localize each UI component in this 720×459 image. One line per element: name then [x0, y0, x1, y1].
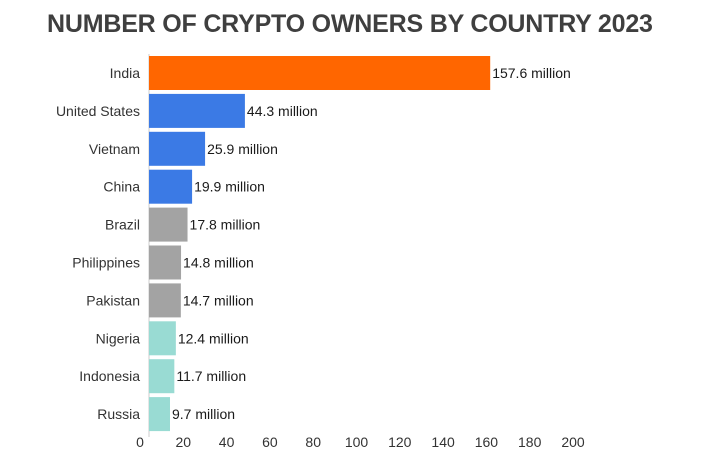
bar-indonesia — [149, 359, 175, 394]
category-label-nigeria: Nigeria — [96, 330, 141, 346]
chart-title: NUMBER OF CRYPTO OWNERS BY COUNTRY 2023 — [47, 10, 653, 38]
category-label-china: China — [103, 179, 140, 195]
value-label-russia: 9.7 million — [172, 406, 235, 422]
bar-nigeria — [149, 321, 176, 356]
x-tick-label: 60 — [262, 434, 278, 450]
x-tick-label: 40 — [219, 434, 235, 450]
bar-pakistan — [149, 283, 181, 318]
x-tick-label: 120 — [388, 434, 412, 450]
x-tick-label: 180 — [518, 434, 542, 450]
category-label-pakistan: Pakistan — [86, 292, 140, 308]
bar-india — [149, 56, 491, 90]
category-label-india: India — [110, 65, 141, 81]
bar-russia — [149, 397, 171, 432]
category-label-indonesia: Indonesia — [79, 368, 140, 384]
bar-united-states — [149, 93, 245, 128]
x-tick-label: 160 — [475, 434, 499, 450]
value-label-china: 19.9 million — [194, 179, 265, 195]
bar-brazil — [149, 207, 188, 242]
value-label-nigeria: 12.4 million — [178, 330, 249, 346]
x-tick-label: 80 — [305, 434, 321, 450]
category-label-vietnam: Vietnam — [89, 141, 140, 157]
value-label-indonesia: 11.7 million — [176, 368, 246, 384]
value-label-vietnam: 25.9 million — [207, 141, 278, 157]
x-tick-label: 0 — [136, 434, 144, 450]
bar-vietnam — [149, 131, 206, 166]
x-tick-label: 140 — [431, 434, 455, 450]
value-label-india: 157.6 million — [492, 65, 571, 81]
category-label-philippines: Philippines — [72, 255, 140, 271]
category-label-united-states: United States — [56, 103, 140, 119]
value-label-brazil: 17.8 million — [190, 217, 261, 233]
x-tick-label: 100 — [345, 434, 369, 450]
category-label-brazil: Brazil — [105, 217, 140, 233]
category-label-russia: Russia — [97, 406, 140, 422]
value-label-pakistan: 14.7 million — [183, 292, 254, 308]
x-tick-label: 200 — [561, 434, 585, 450]
value-label-philippines: 14.8 million — [183, 255, 254, 271]
value-label-united-states: 44.3 million — [247, 103, 318, 119]
x-tick-label: 20 — [176, 434, 192, 450]
bar-china — [149, 169, 193, 204]
bar-philippines — [149, 245, 182, 280]
